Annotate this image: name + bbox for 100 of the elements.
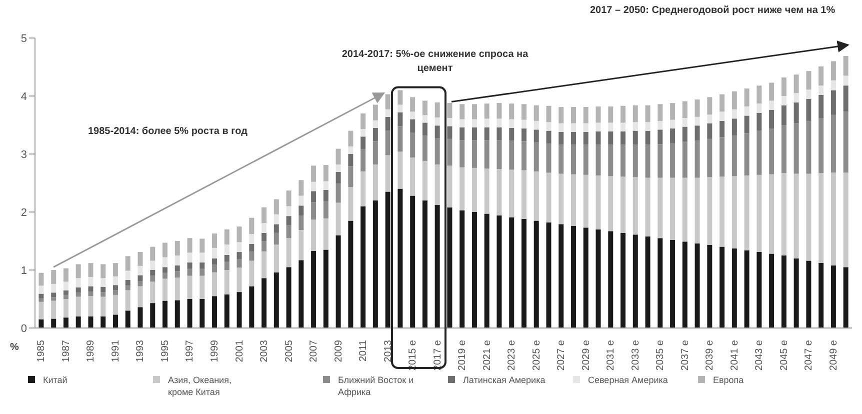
bar — [76, 316, 81, 328]
bar — [632, 130, 638, 145]
bar — [720, 176, 725, 247]
bar — [112, 285, 118, 290]
bar — [360, 136, 366, 150]
bar — [360, 149, 366, 172]
bar — [658, 130, 663, 144]
bar — [63, 299, 68, 318]
bar — [720, 137, 725, 177]
x-tick-label: 1985 — [36, 340, 48, 362]
bar — [818, 173, 824, 264]
bar — [63, 282, 68, 290]
bar — [88, 263, 94, 277]
bar — [645, 178, 650, 236]
bar — [323, 190, 328, 201]
bar — [694, 178, 700, 244]
bar — [756, 252, 762, 328]
bar — [200, 276, 205, 299]
bar — [187, 268, 192, 276]
y-tick-label: 4 — [20, 90, 27, 103]
bar — [422, 135, 428, 161]
bar — [138, 275, 143, 282]
bar — [596, 106, 601, 123]
bar — [38, 302, 44, 320]
bar — [262, 232, 267, 241]
bar — [521, 104, 526, 120]
bar — [150, 276, 156, 282]
bar — [806, 71, 812, 90]
legend-label: Европа — [713, 374, 745, 386]
bar — [534, 171, 539, 221]
bar — [521, 218, 526, 328]
y-tick-label: 2 — [20, 206, 27, 219]
bar — [645, 130, 650, 145]
bar — [434, 126, 440, 138]
bar — [249, 234, 254, 244]
x-tick-label: 1995 — [160, 340, 171, 362]
bar — [51, 300, 56, 319]
bar — [830, 114, 836, 173]
bar — [323, 181, 328, 190]
bar — [385, 116, 390, 131]
x-tick-label: 2011 — [358, 340, 370, 362]
bar — [496, 118, 502, 128]
bar — [348, 166, 354, 188]
bar — [794, 102, 799, 124]
bar — [794, 258, 799, 328]
bar — [76, 264, 81, 278]
x-tick-label: 2013 — [382, 340, 394, 362]
bar — [286, 238, 292, 268]
bar — [63, 268, 68, 282]
x-tick-label: 2045 e — [778, 340, 790, 371]
bar — [496, 215, 502, 328]
y-tick-label: 3 — [20, 148, 27, 161]
bar — [323, 218, 328, 250]
bar — [571, 226, 576, 328]
bar — [174, 271, 180, 278]
bar — [794, 174, 799, 258]
bar — [38, 272, 44, 286]
bar — [88, 291, 94, 296]
bar — [794, 123, 799, 174]
bar — [51, 318, 56, 328]
bar — [138, 281, 143, 286]
bar — [608, 106, 614, 123]
bar — [732, 109, 737, 119]
bar — [707, 245, 712, 328]
bar — [298, 206, 304, 216]
bar — [521, 141, 526, 170]
bar — [608, 144, 614, 176]
bar — [311, 202, 316, 220]
bar — [632, 144, 638, 178]
bar — [509, 104, 514, 120]
x-tick-label: 2035 e — [655, 340, 666, 371]
bar — [546, 222, 552, 328]
bar — [323, 165, 328, 182]
bar — [620, 106, 626, 123]
bar — [534, 130, 539, 142]
bar — [472, 127, 477, 140]
bar — [670, 178, 676, 240]
bar — [781, 256, 786, 328]
bar — [707, 123, 712, 139]
bar — [558, 224, 564, 328]
x-tick-label: 2049 e — [828, 340, 840, 371]
x-tick-label: 2027 e — [556, 340, 568, 371]
bar — [484, 104, 490, 119]
bar — [360, 171, 366, 206]
legend-label: Ближний Восток и Африка — [338, 374, 415, 398]
bar — [830, 90, 836, 115]
bar — [372, 164, 378, 200]
bar — [620, 144, 626, 177]
bar — [385, 109, 390, 117]
bar — [447, 138, 452, 166]
bar — [658, 238, 663, 328]
bar — [236, 226, 242, 242]
bar — [286, 267, 292, 328]
bar — [732, 176, 737, 249]
bar — [262, 207, 267, 224]
bar — [534, 220, 539, 328]
bar — [51, 292, 56, 298]
bar — [174, 256, 180, 266]
bar — [236, 258, 242, 268]
bar — [212, 296, 218, 328]
